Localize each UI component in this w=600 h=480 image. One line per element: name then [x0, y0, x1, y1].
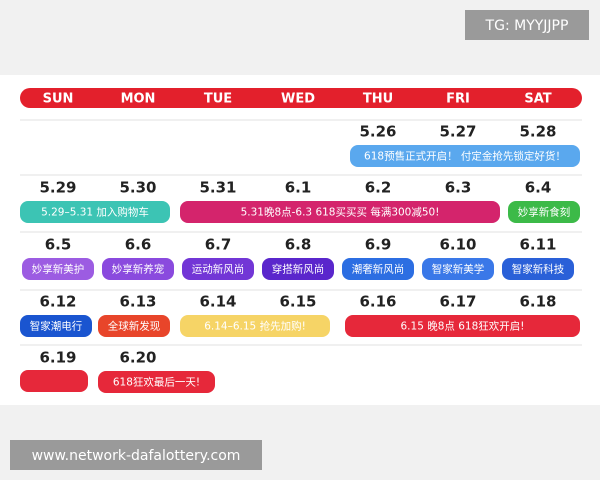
weekday: SUN	[43, 92, 74, 107]
weekday: MON	[121, 92, 156, 107]
date: 6.7	[205, 236, 232, 254]
event-label: 潮奢新风尚	[352, 263, 405, 276]
event-pill	[342, 258, 414, 280]
event-pill	[422, 258, 494, 280]
event-label: 6.14–6.15 抢先加购!	[204, 320, 306, 333]
event-label: 穿搭新风尚	[272, 263, 325, 276]
event-pill	[345, 315, 580, 337]
date: 6.4	[525, 179, 552, 197]
date: 5.31	[199, 179, 236, 197]
watermark-top: TG: MYYJJPP	[485, 18, 569, 34]
weekday: SAT	[524, 92, 551, 107]
event-label: 5.29–5.31 加入购物车	[41, 206, 149, 219]
watermark-box	[465, 10, 589, 40]
watermark-box	[10, 440, 262, 470]
date: 6.19	[39, 349, 76, 367]
date: 6.20	[119, 349, 156, 367]
event-label: 妙享新食刻	[518, 206, 571, 219]
event-pill	[20, 201, 170, 223]
event-label: 5.31晚8点-6.3 618买买买 每满300减50!	[241, 206, 440, 219]
event-pill	[262, 258, 334, 280]
date: 6.9	[365, 236, 392, 254]
date: 6.5	[45, 236, 72, 254]
date: 6.10	[439, 236, 476, 254]
weekday: TUE	[204, 92, 232, 107]
date: 5.27	[439, 123, 476, 141]
event-pill	[20, 315, 92, 337]
date: 6.12	[39, 293, 76, 311]
calendar-background	[0, 75, 600, 405]
date: 6.6	[125, 236, 152, 254]
event-pill	[508, 201, 580, 223]
date: 5.29	[39, 179, 76, 197]
date: 6.14	[199, 293, 236, 311]
event-label: 智家新美学	[432, 263, 485, 276]
event-label: 妙享新养宠	[112, 263, 165, 276]
date: 6.1	[285, 179, 312, 197]
event-label: 6.15 晚8点 618狂欢开启!	[401, 320, 525, 333]
date: 6.11	[519, 236, 556, 254]
date: 5.26	[359, 123, 396, 141]
watermark-bottom: www.network-dafalottery.com	[32, 448, 241, 464]
date: 6.13	[119, 293, 156, 311]
event-label: 618预售正式开启！ 付定金抢先锁定好货！	[364, 150, 566, 163]
event-pill	[180, 315, 330, 337]
weekday: FRI	[446, 92, 470, 107]
event-pill	[98, 315, 170, 337]
event-pill	[22, 258, 94, 280]
event-label: 妙享新美护	[32, 263, 85, 276]
event-pill	[20, 370, 88, 392]
date: 6.17	[439, 293, 476, 311]
weekday: THU	[363, 92, 393, 107]
date: 6.18	[519, 293, 556, 311]
date: 6.3	[445, 179, 472, 197]
event-pill	[182, 258, 254, 280]
event-pill	[102, 258, 174, 280]
event-label: 运动新风尚	[192, 263, 245, 276]
date: 5.30	[119, 179, 156, 197]
date: 6.16	[359, 293, 396, 311]
event-pill	[180, 201, 500, 223]
date: 6.2	[365, 179, 392, 197]
date: 5.28	[519, 123, 556, 141]
event-pill	[350, 145, 580, 167]
event-pill	[98, 371, 215, 393]
weekday-bar	[20, 88, 582, 108]
event-label: 智家新科技	[512, 263, 565, 276]
weekday: WED	[281, 92, 315, 107]
event-label: 618狂欢最后一天!	[113, 376, 200, 389]
date: 6.8	[285, 236, 312, 254]
event-label: 智家潮电行	[30, 320, 83, 333]
date: 6.15	[279, 293, 316, 311]
event-label: 全球新发现	[108, 320, 161, 333]
event-pill	[502, 258, 574, 280]
